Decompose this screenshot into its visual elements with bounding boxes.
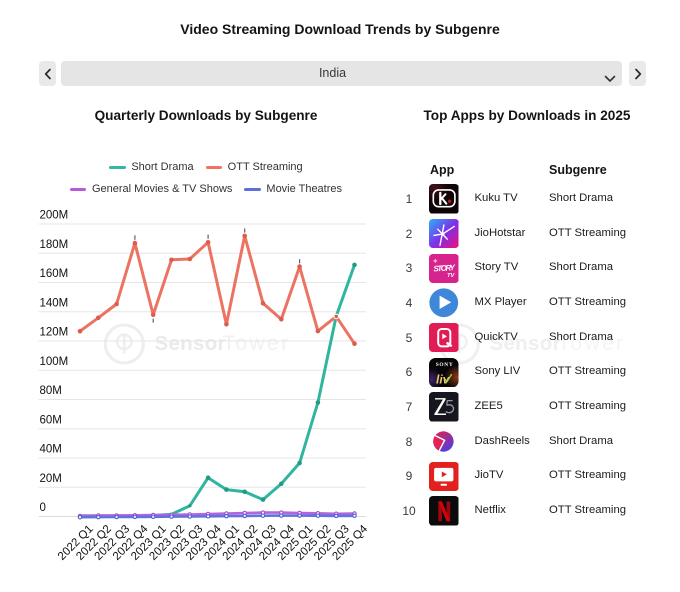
svg-text:80M: 80M (40, 385, 62, 397)
svg-text:100M: 100M (40, 356, 69, 368)
svg-text:Tower: Tower (223, 332, 291, 355)
svg-text:160M: 160M (40, 268, 69, 280)
svg-text:STORY: STORY (433, 263, 456, 274)
svg-text:200M: 200M (40, 210, 69, 222)
svg-text:40M: 40M (40, 444, 62, 456)
svg-text:0: 0 (40, 502, 46, 514)
svg-text:Tower: Tower (558, 332, 626, 355)
svg-text:Sensor: Sensor (155, 332, 226, 355)
svg-text:120M: 120M (40, 327, 69, 339)
svg-text:60M: 60M (40, 414, 62, 426)
svg-text:liv: liv (436, 372, 451, 386)
svg-text:180M: 180M (40, 239, 69, 251)
svg-text:Sensor: Sensor (490, 332, 561, 355)
svg-text:140M: 140M (40, 297, 69, 309)
svg-text:TV: TV (447, 272, 456, 278)
svg-text:20M: 20M (40, 473, 62, 485)
svg-text:SONY: SONY (436, 361, 454, 367)
